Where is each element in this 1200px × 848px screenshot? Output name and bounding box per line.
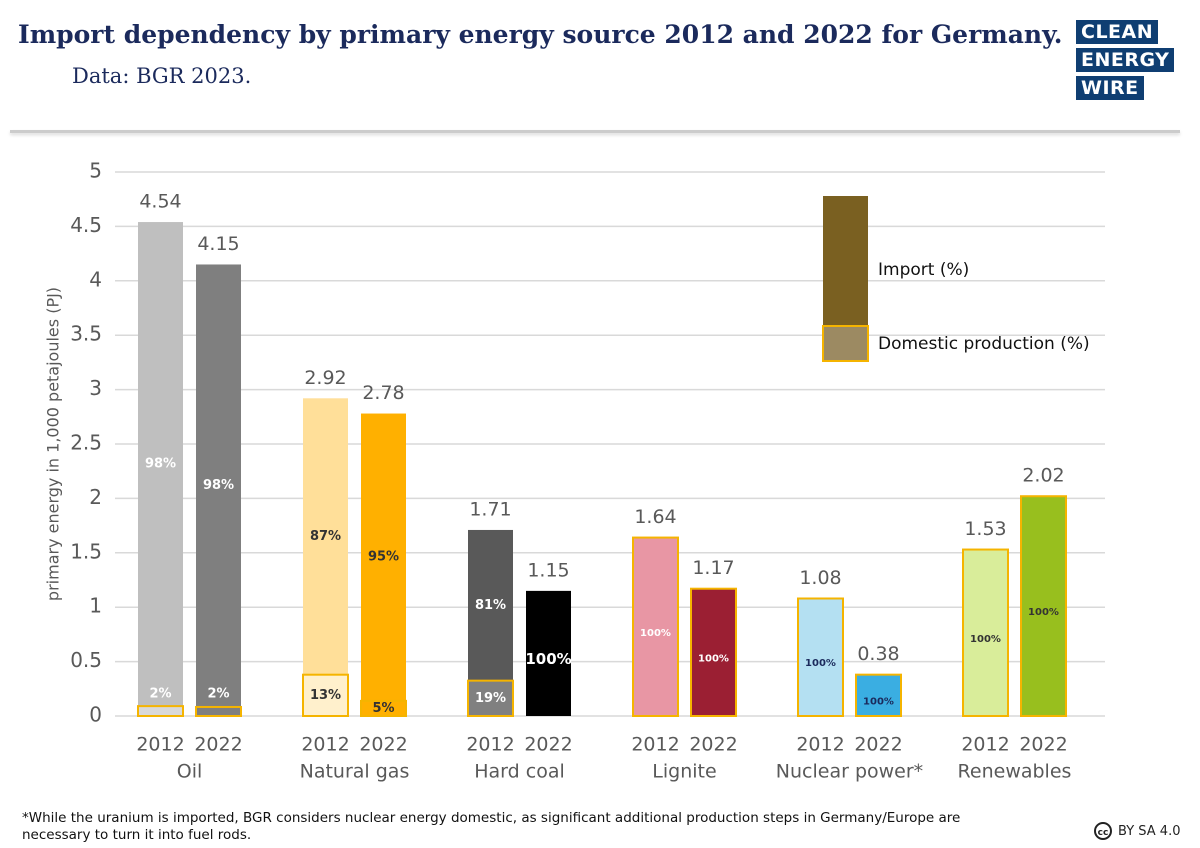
y-tick-label: 5 bbox=[89, 159, 102, 183]
bar bbox=[526, 590, 571, 716]
domestic-share-label: 100% bbox=[640, 628, 671, 639]
year-label: 2012 bbox=[301, 734, 349, 756]
domestic-share-label: 2% bbox=[207, 687, 229, 702]
value-label: 2.78 bbox=[362, 382, 404, 404]
category-label: Natural gas bbox=[300, 761, 410, 783]
year-label: 2012 bbox=[796, 734, 844, 756]
chart: 0 0.5 1 1.5 2 2.5 3 3.5 4 4.5 5 primary energy in 1… bbox=[44, 159, 1105, 783]
license-text: BY SA 4.0 bbox=[1118, 823, 1181, 839]
bar bbox=[1020, 495, 1067, 717]
domestic-share-label: 100% bbox=[1028, 607, 1059, 618]
bar bbox=[632, 536, 679, 717]
value-label: 1.71 bbox=[469, 498, 511, 520]
value-label: 1.15 bbox=[527, 559, 569, 581]
logo-word: WIRE bbox=[1076, 76, 1144, 100]
domestic-share-label: 2% bbox=[149, 687, 171, 702]
y-axis-label: primary energy in 1,000 petajoules (PJ) bbox=[44, 287, 63, 601]
logo-word: CLEAN bbox=[1076, 20, 1159, 44]
year-label: 2012 bbox=[961, 734, 1009, 756]
year-label: 2012 bbox=[631, 734, 679, 756]
legend-swatch bbox=[822, 325, 869, 362]
domestic-share-label: 19% bbox=[475, 691, 506, 706]
year-label: 2022 bbox=[1019, 734, 1067, 756]
domestic-share-label: 100% bbox=[863, 696, 894, 707]
subtitle: Data: BGR 2023. bbox=[72, 64, 252, 88]
domestic-segment bbox=[195, 705, 242, 718]
y-tick-label: 4.5 bbox=[70, 213, 102, 237]
domestic-share-label: 5% bbox=[372, 701, 394, 716]
bar bbox=[196, 264, 241, 716]
logo-word: ENERGY bbox=[1076, 48, 1175, 72]
import-share-label: 81% bbox=[475, 598, 506, 613]
y-tick-label: 1 bbox=[89, 594, 102, 618]
domestic-share-label: 100% bbox=[970, 634, 1001, 645]
footnote: *While the uranium is imported, BGR cons… bbox=[22, 810, 961, 843]
value-label: 0.38 bbox=[857, 643, 899, 665]
cc-icon: cc bbox=[1094, 822, 1112, 840]
value-label: 1.53 bbox=[964, 518, 1006, 540]
import-share-label: 98% bbox=[145, 457, 176, 472]
header-rule bbox=[10, 130, 1180, 133]
value-label: 1.17 bbox=[692, 557, 734, 579]
y-tick-label: 0 bbox=[89, 703, 102, 727]
value-label: 1.08 bbox=[799, 567, 841, 589]
domestic-segment bbox=[360, 699, 407, 717]
domestic-share-label: 13% bbox=[310, 688, 341, 703]
category-label: Hard coal bbox=[474, 761, 565, 783]
legend-label: Domestic production (%) bbox=[878, 334, 1090, 354]
license: cc BY SA 4.0 bbox=[1094, 822, 1180, 840]
import-share-label: 95% bbox=[368, 550, 399, 565]
year-label: 2022 bbox=[689, 734, 737, 756]
year-label: 2022 bbox=[194, 734, 242, 756]
logo: CLEAN ENERGY WIRE bbox=[1076, 20, 1175, 104]
year-label: 2022 bbox=[524, 734, 572, 756]
y-tick-label: 0.5 bbox=[70, 648, 102, 672]
category-label: Lignite bbox=[652, 761, 716, 783]
y-tick-label: 1.5 bbox=[70, 539, 102, 563]
title: Import dependency by primary energy sour… bbox=[18, 20, 1063, 49]
value-label: 1.64 bbox=[634, 506, 676, 528]
y-tick-label: 4 bbox=[89, 267, 102, 291]
bar bbox=[855, 673, 902, 718]
year-label: 2012 bbox=[136, 734, 184, 756]
bar bbox=[361, 413, 406, 716]
value-label: 4.54 bbox=[139, 191, 181, 213]
year-label: 2012 bbox=[466, 734, 514, 756]
category-label: Nuclear power* bbox=[776, 761, 923, 783]
import-share-label: 98% bbox=[203, 478, 234, 493]
y-tick-label: 2 bbox=[89, 485, 102, 509]
import-share-label: 100% bbox=[525, 650, 571, 668]
bar bbox=[690, 587, 737, 717]
domestic-segment bbox=[467, 679, 514, 717]
legend-label: Import (%) bbox=[878, 260, 969, 280]
category-label: Oil bbox=[177, 761, 203, 783]
bar bbox=[962, 548, 1009, 718]
category-label: Renewables bbox=[958, 761, 1072, 783]
legend-swatch bbox=[823, 196, 868, 326]
value-label: 2.92 bbox=[304, 367, 346, 389]
year-label: 2022 bbox=[359, 734, 407, 756]
year-label: 2022 bbox=[854, 734, 902, 756]
y-tick-label: 2.5 bbox=[70, 431, 102, 455]
bar bbox=[138, 222, 183, 716]
y-tick-label: 3.5 bbox=[70, 322, 102, 346]
import-share-label: 87% bbox=[310, 529, 341, 544]
domestic-share-label: 100% bbox=[805, 658, 836, 669]
domestic-segment bbox=[302, 673, 349, 718]
value-label: 2.02 bbox=[1022, 465, 1064, 487]
bar bbox=[303, 398, 348, 716]
y-tick-label: 3 bbox=[89, 376, 102, 400]
domestic-segment bbox=[137, 705, 184, 718]
domestic-share-label: 100% bbox=[698, 653, 729, 664]
value-label: 4.15 bbox=[197, 233, 239, 255]
bar bbox=[797, 597, 844, 717]
